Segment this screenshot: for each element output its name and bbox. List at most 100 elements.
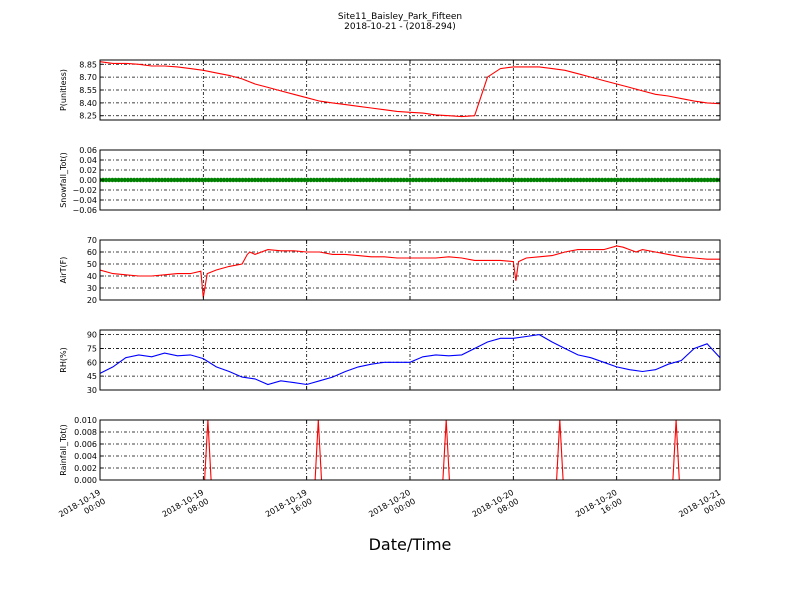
snowfall-point bbox=[122, 177, 128, 183]
snowfall-point bbox=[516, 177, 521, 183]
snowfall-point bbox=[197, 177, 202, 183]
panel-4-ytick-label: 45 bbox=[87, 372, 97, 381]
snowfall-point bbox=[144, 177, 149, 183]
snowfall-point bbox=[110, 177, 115, 183]
snowfall-point bbox=[150, 177, 155, 183]
snowfall-point bbox=[494, 177, 499, 183]
snowfall-point bbox=[249, 177, 255, 183]
snowfall-point bbox=[674, 177, 679, 183]
snowfall-point bbox=[547, 177, 552, 183]
snowfall-point bbox=[575, 177, 580, 183]
snowfall-point bbox=[438, 177, 444, 183]
snowfall-point bbox=[448, 177, 453, 183]
snowfall-point bbox=[522, 177, 527, 183]
snowfall-point bbox=[265, 177, 270, 183]
snowfall-point bbox=[280, 177, 286, 183]
snowfall-point bbox=[345, 177, 351, 183]
snowfall-point bbox=[559, 177, 565, 183]
snowfall-point bbox=[317, 177, 323, 183]
panel-5-ytick-label: 0.008 bbox=[74, 428, 97, 437]
panel-5-series-line bbox=[100, 420, 720, 480]
snowfall-point bbox=[156, 177, 162, 183]
snowfall-point bbox=[224, 177, 230, 183]
snowfall-point bbox=[469, 177, 475, 183]
snowfall-point bbox=[457, 177, 462, 183]
snowfall-point bbox=[290, 177, 295, 183]
snowfall-point bbox=[432, 177, 437, 183]
snowfall-point bbox=[584, 177, 589, 183]
panel-2-ytick-label: 0.02 bbox=[79, 166, 97, 175]
panel-5-ytick-label: 0.010 bbox=[74, 416, 97, 425]
snowfall-point bbox=[383, 177, 388, 183]
snowfall-point bbox=[417, 177, 422, 183]
snowfall-point bbox=[497, 177, 503, 183]
snowfall-point bbox=[541, 177, 546, 183]
snowfall-point bbox=[358, 177, 363, 183]
x-tick-label-3: 2018-10-2000:00 bbox=[367, 488, 417, 528]
snowfall-point bbox=[699, 177, 704, 183]
snowfall-point bbox=[404, 177, 410, 183]
snowfall-point bbox=[693, 177, 698, 183]
panel-1-ytick-label: 8.55 bbox=[79, 86, 97, 95]
panel-2-ytick-label: −0.04 bbox=[72, 196, 97, 205]
snowfall-point bbox=[454, 177, 459, 183]
snowfall-point bbox=[336, 177, 341, 183]
panel-5-ytick-label: 0.004 bbox=[74, 452, 97, 461]
snowfall-point bbox=[677, 177, 682, 183]
snowfall-point bbox=[500, 177, 506, 183]
snowfall-point bbox=[609, 177, 614, 183]
snowfall-point bbox=[277, 177, 282, 183]
snowfall-point bbox=[218, 177, 224, 183]
snowfall-point bbox=[221, 177, 227, 183]
panel-2-ytick-label: 0.00 bbox=[79, 176, 97, 185]
snowfall-point bbox=[649, 177, 654, 183]
snowfall-point bbox=[414, 177, 419, 183]
snowfall-point bbox=[562, 177, 568, 183]
snowfall-point bbox=[392, 177, 397, 183]
snowfall-point bbox=[643, 177, 648, 183]
snowfall-point bbox=[702, 177, 707, 183]
snowfall-point bbox=[311, 177, 317, 183]
snowfall-point bbox=[482, 177, 487, 183]
snowfall-point bbox=[327, 177, 332, 183]
snowfall-point bbox=[593, 177, 599, 183]
snowfall-point bbox=[590, 177, 596, 183]
snowfall-point bbox=[361, 177, 366, 183]
snowfall-point bbox=[652, 177, 658, 183]
snowfall-point bbox=[423, 177, 428, 183]
snowfall-point bbox=[705, 177, 710, 183]
snowfall-point bbox=[175, 177, 180, 183]
snowfall-point bbox=[618, 177, 623, 183]
snowfall-point bbox=[147, 177, 152, 183]
snowfall-point bbox=[395, 177, 400, 183]
snowfall-point bbox=[665, 177, 670, 183]
snowfall-point bbox=[370, 177, 375, 183]
snowfall-point bbox=[259, 177, 264, 183]
snowfall-point bbox=[169, 177, 174, 183]
snowfall-point bbox=[538, 177, 543, 183]
snowfall-point bbox=[485, 177, 490, 183]
x-tick-label-2: 2018-10-1916:00 bbox=[264, 488, 314, 528]
snowfall-point bbox=[556, 177, 561, 183]
snowfall-point bbox=[187, 177, 193, 183]
snowfall-point bbox=[637, 177, 642, 183]
snowfall-point bbox=[166, 177, 171, 183]
snowfall-point bbox=[113, 177, 118, 183]
snowfall-point bbox=[525, 177, 530, 183]
snowfall-point bbox=[600, 177, 605, 183]
snowfall-point bbox=[711, 177, 716, 183]
snowfall-point bbox=[683, 177, 689, 183]
snowfall-point bbox=[398, 177, 403, 183]
panel-1-ytick-label: 8.25 bbox=[79, 112, 97, 121]
snowfall-point bbox=[200, 177, 205, 183]
panel-5-ytick-label: 0.000 bbox=[74, 476, 97, 485]
snowfall-point bbox=[680, 177, 685, 183]
panel-2-ytick-label: −0.02 bbox=[72, 186, 97, 195]
panel-5-ylabel: Rainfall_Tot() bbox=[59, 424, 68, 476]
snowfall-point bbox=[519, 177, 524, 183]
snowfall-point bbox=[488, 177, 493, 183]
snowfall-point bbox=[696, 177, 701, 183]
snowfall-point bbox=[305, 177, 310, 183]
snowfall-point bbox=[491, 177, 496, 183]
